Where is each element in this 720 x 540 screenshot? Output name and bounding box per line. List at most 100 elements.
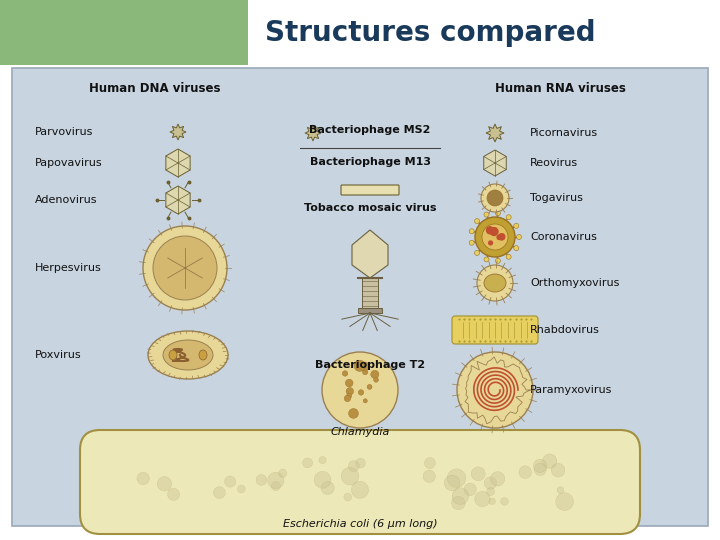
Circle shape [534, 463, 546, 476]
Circle shape [552, 463, 565, 477]
Circle shape [367, 384, 372, 389]
Circle shape [451, 496, 465, 510]
Circle shape [256, 475, 267, 485]
Circle shape [469, 229, 474, 234]
Polygon shape [168, 248, 202, 288]
Polygon shape [166, 186, 190, 214]
Circle shape [344, 493, 352, 501]
Bar [362, 278, 378, 308]
Text: Rhabdovirus: Rhabdovirus [530, 325, 600, 335]
Circle shape [238, 485, 246, 493]
Bar [358, 308, 382, 313]
Circle shape [452, 488, 469, 504]
Text: Bacteriophage MS2: Bacteriophage MS2 [310, 125, 431, 135]
Polygon shape [484, 150, 506, 176]
Circle shape [519, 466, 531, 478]
Polygon shape [305, 125, 321, 141]
Circle shape [322, 352, 398, 428]
Text: Paramyxovirus: Paramyxovirus [530, 385, 613, 395]
Circle shape [489, 498, 495, 504]
Text: Human DNA viruses: Human DNA viruses [89, 82, 221, 94]
Circle shape [168, 488, 180, 501]
Circle shape [354, 360, 365, 372]
Circle shape [444, 475, 460, 491]
Circle shape [268, 472, 284, 489]
Circle shape [371, 370, 379, 379]
Text: Adenovirus: Adenovirus [35, 195, 97, 205]
Circle shape [319, 456, 326, 464]
Circle shape [487, 488, 495, 496]
Circle shape [487, 190, 503, 206]
Circle shape [341, 467, 359, 485]
Circle shape [342, 371, 348, 376]
Circle shape [534, 459, 546, 472]
Circle shape [424, 457, 436, 469]
Circle shape [484, 477, 497, 489]
Text: Human RNA viruses: Human RNA viruses [495, 82, 626, 94]
Text: Structures compared: Structures compared [265, 19, 595, 47]
Ellipse shape [169, 350, 177, 360]
Circle shape [474, 491, 490, 507]
Circle shape [498, 233, 505, 241]
Circle shape [346, 379, 353, 387]
Polygon shape [352, 230, 388, 278]
Circle shape [557, 487, 564, 494]
Text: Coronavirus: Coronavirus [530, 232, 597, 242]
Text: Parvovirus: Parvovirus [35, 127, 94, 137]
Text: Papovavirus: Papovavirus [35, 158, 103, 168]
Circle shape [495, 211, 500, 215]
Circle shape [506, 215, 511, 220]
FancyBboxPatch shape [452, 316, 538, 344]
FancyBboxPatch shape [80, 430, 640, 534]
Circle shape [475, 217, 515, 257]
Circle shape [356, 458, 365, 468]
Ellipse shape [148, 331, 228, 379]
Circle shape [314, 471, 331, 488]
FancyBboxPatch shape [12, 68, 708, 526]
Circle shape [348, 408, 359, 418]
Circle shape [484, 212, 489, 217]
Polygon shape [486, 124, 504, 142]
Circle shape [488, 240, 493, 246]
Circle shape [361, 362, 369, 371]
Circle shape [514, 246, 518, 251]
Circle shape [474, 219, 480, 224]
Circle shape [481, 184, 509, 212]
Circle shape [457, 352, 533, 428]
Text: Escherichia coli (6 μm long): Escherichia coli (6 μm long) [283, 519, 437, 529]
Circle shape [490, 227, 499, 236]
Circle shape [474, 251, 480, 255]
Circle shape [477, 265, 513, 301]
Circle shape [225, 476, 235, 487]
Text: Picornavirus: Picornavirus [530, 128, 598, 138]
Circle shape [348, 461, 359, 471]
Circle shape [321, 481, 334, 495]
Circle shape [363, 399, 367, 403]
Ellipse shape [163, 340, 213, 370]
Circle shape [302, 458, 312, 468]
Text: Orthomyxovirus: Orthomyxovirus [530, 278, 619, 288]
Text: Poxvirus: Poxvirus [35, 350, 81, 360]
Circle shape [469, 240, 474, 245]
Circle shape [486, 226, 494, 234]
Circle shape [516, 234, 521, 240]
Circle shape [153, 236, 217, 300]
Circle shape [137, 472, 149, 485]
Circle shape [506, 254, 511, 259]
Polygon shape [166, 149, 190, 177]
Text: Bacteriophage M13: Bacteriophage M13 [310, 157, 431, 167]
Ellipse shape [199, 350, 207, 360]
Text: Tobacco mosaic virus: Tobacco mosaic virus [304, 203, 436, 213]
Circle shape [143, 226, 227, 310]
Circle shape [359, 390, 364, 395]
FancyBboxPatch shape [341, 185, 399, 195]
Circle shape [374, 377, 379, 382]
Circle shape [482, 224, 508, 250]
Circle shape [346, 393, 351, 399]
Circle shape [351, 481, 369, 498]
Circle shape [447, 469, 466, 488]
Text: Bacteriophage T2: Bacteriophage T2 [315, 360, 425, 370]
Circle shape [279, 469, 287, 477]
Circle shape [484, 257, 489, 262]
Circle shape [500, 497, 508, 505]
